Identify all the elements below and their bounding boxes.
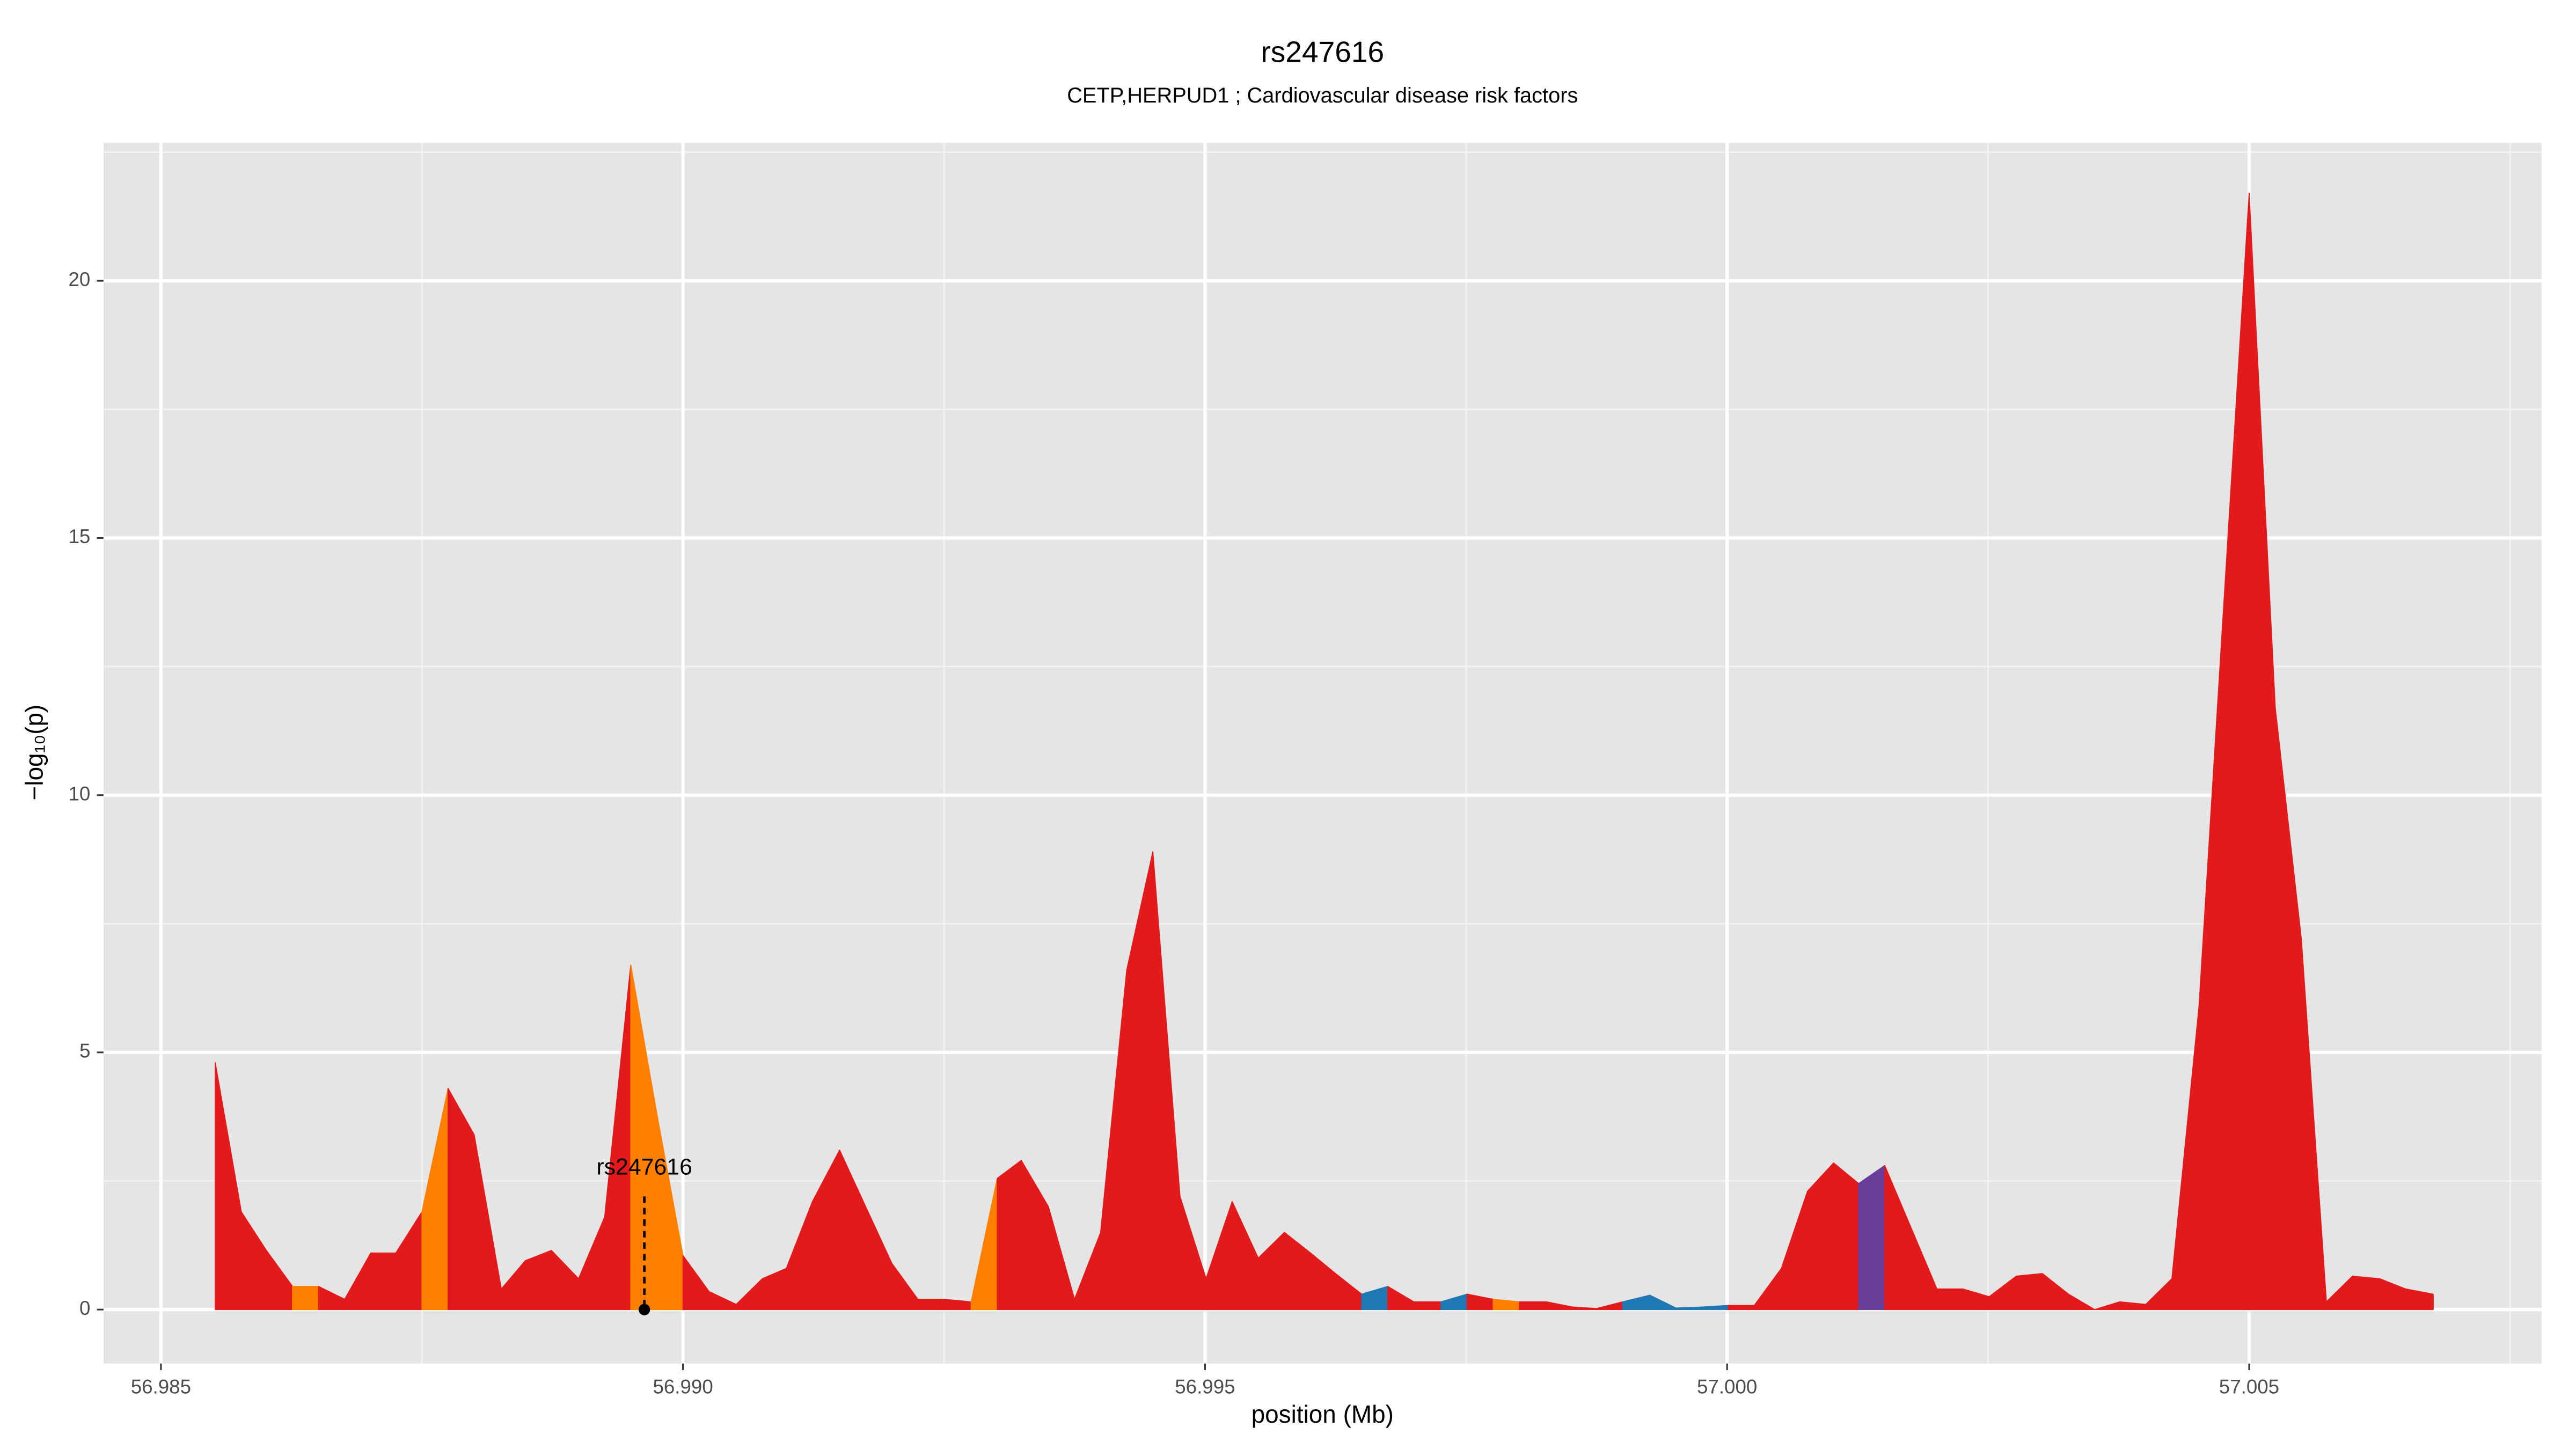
annotation-point <box>638 1304 650 1315</box>
area-segment <box>1413 1301 1442 1311</box>
plot-panel <box>103 143 2542 1364</box>
chart-title: rs247616 <box>1261 35 1384 69</box>
annotation-label: rs247616 <box>596 1154 692 1180</box>
area-segment <box>1858 1165 1885 1311</box>
x-tick-label: 56.995 <box>1175 1375 1235 1397</box>
area-segment <box>524 1250 552 1311</box>
area-segment <box>1936 1288 1964 1311</box>
area-segment <box>1728 1305 1755 1311</box>
x-tick-label: 56.990 <box>653 1375 713 1397</box>
area-segment <box>1519 1301 1547 1311</box>
y-tick-label: 20 <box>69 268 91 290</box>
chart-subtitle: CETP,HERPUD1 ; Cardiovascular disease ri… <box>1067 84 1578 107</box>
area-segment <box>292 1286 319 1311</box>
area-segment <box>917 1299 945 1311</box>
y-tick-label: 10 <box>69 782 91 804</box>
area-segment <box>2352 1275 2381 1311</box>
y-axis-label: −log₁₀(p) <box>20 705 48 801</box>
y-tick-label: 0 <box>79 1297 90 1319</box>
area-segment <box>2068 1293 2095 1311</box>
y-tick-label: 5 <box>79 1040 90 1062</box>
area-segment <box>1833 1162 1860 1311</box>
y-tick-label: 15 <box>69 525 91 547</box>
area-segment <box>370 1252 397 1311</box>
x-tick-label: 57.005 <box>2219 1375 2279 1397</box>
area-segment <box>997 1160 1022 1311</box>
area-segment <box>1675 1306 1703 1311</box>
x-tick-label: 57.000 <box>1697 1375 1757 1397</box>
x-tick-label: 56.985 <box>131 1375 191 1397</box>
area-segment <box>2016 1273 2043 1311</box>
x-axis-label: position (Mb) <box>1252 1400 1394 1428</box>
